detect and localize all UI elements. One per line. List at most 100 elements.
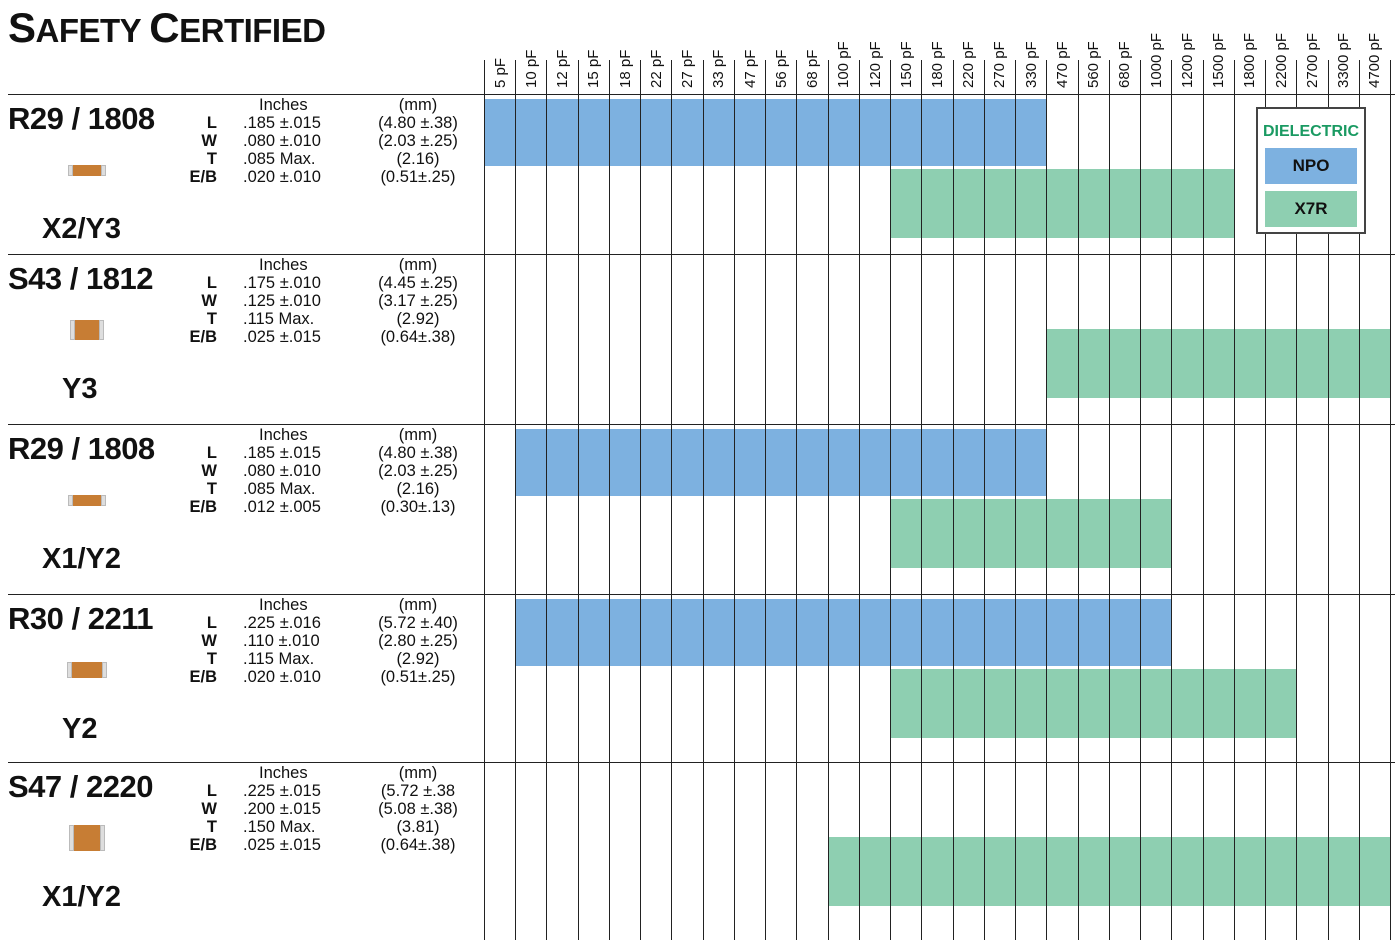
x7r-range-bar [890,669,1296,738]
mm-header: (mm) [398,96,438,114]
capacitance-header: 680 pF [1115,41,1135,108]
dimension-label: E/B [189,328,217,346]
dimension-inches: .115 Max. [243,310,315,328]
x7r-range-bar [890,169,1234,238]
npo-range-bar [515,429,1046,496]
dimension-table: Inches (mm) L .225 ±.016 (5.72 ±.40) W .110 ±.… [185,597,480,697]
dimension-inches: .200 ±.015 [243,800,321,818]
grid-column-line [703,60,704,940]
legend-title: DIELECTRIC [1263,123,1359,140]
dimension-inches: .225 ±.016 [243,614,321,632]
capacitance-header-label: 4700 pF [1366,32,1384,88]
dimension-mm: (0.64±.38) [380,836,456,854]
capacitance-header-label: 1500 pF [1210,32,1228,88]
dimension-label: T [206,150,217,168]
grid-column-line [640,60,641,940]
title-rest-2: ERTIFIED [179,12,326,49]
dimension-inches: .150 Max. [243,818,316,836]
row-divider [8,424,1395,425]
dimension-inches: .025 ±.015 [243,836,321,854]
safety-rating: Y3 [62,373,98,405]
dimension-inches: .175 ±.010 [243,274,321,292]
dimension-mm: (4.80 ±.38) [378,114,458,132]
dimension-label: W [201,462,217,480]
inches-header: Inches [259,764,308,782]
dimension-table: Inches (mm) L .225 ±.015 (5.72 ±.38 W .200 ±.0… [185,765,480,865]
chip-icon [69,825,105,851]
capacitance-header-label: 27 pF [679,49,697,88]
dielectric-legend: DIELECTRIC NPO X7R [1256,107,1366,234]
capacitance-header: 1200 pF [1178,33,1198,108]
legend-x7r: X7R [1265,191,1357,227]
chip-icon [68,494,106,506]
dimension-mm: (3.17 ±.25) [378,292,458,310]
capacitance-header-label: 680 pF [1116,41,1134,88]
title-initial-1: S [8,4,36,51]
chip-icon [70,320,104,340]
dimension-label: L [206,782,217,800]
dimension-mm: (5.72 ±.38 [380,782,456,800]
row-divider [8,254,1395,255]
capacitance-header-label: 10 pF [522,49,540,88]
grid-column-line [796,60,797,940]
mm-header: (mm) [398,256,438,274]
dimension-label: E/B [189,668,217,686]
dimension-mm: (0.64±.38) [380,328,456,346]
inches-header: Inches [259,426,308,444]
dimension-label: L [206,444,217,462]
safety-rating: X1/Y2 [42,881,121,913]
grid-column-line [1234,60,1235,940]
grid-column-line [609,60,610,940]
dimension-inches: .080 ±.010 [243,462,321,480]
dimension-inches: .020 ±.010 [243,668,321,686]
row-divider [8,762,1395,763]
dimension-mm: (0.51±.25) [380,668,456,686]
dimension-mm: (2.92) [396,310,440,328]
capacitance-column-headers: 5 pF 10 pF 12 pF 15 pF 18 pF 22 pF 27 pF 33 pF 4… [0,0,1395,95]
dimension-inches: .025 ±.015 [243,328,321,346]
dimension-inches: .012 ±.005 [243,498,321,516]
dimension-label: W [201,632,217,650]
dimension-inches: .020 ±.010 [243,168,321,186]
inches-header: Inches [259,256,308,274]
capacitance-header: 470 pF [1053,41,1073,108]
grid-column-line [828,60,829,940]
dimension-inches: .185 ±.015 [243,444,321,462]
dimension-table: Inches (mm) L .185 ±.015 (4.80 ±.38) W .080 ±.… [185,427,480,527]
capacitance-header-label: 56 pF [772,49,790,88]
dimension-mm: (4.80 ±.38) [378,444,458,462]
grid-column-line [1390,60,1391,940]
dimension-mm: (2.92) [396,650,440,668]
dimension-label: W [201,800,217,818]
capacitance-header-label: 1800 pF [1241,32,1259,88]
capacitance-header-label: 270 pF [991,41,1009,88]
dimension-mm: (0.30±.13) [380,498,456,516]
part-number: R29 / 1808 [8,431,155,466]
x7r-range-bar [1046,329,1390,398]
safety-rating: Y2 [62,713,98,745]
capacitance-header: 1500 pF [1209,33,1229,108]
dimension-table: Inches (mm) L .185 ±.015 (4.80 ±.38) W .080 ±.… [185,97,480,197]
capacitance-header-label: 2200 pF [1272,32,1290,88]
capacitance-header-label: 220 pF [960,41,978,88]
capacitance-header-label: 1200 pF [1178,32,1196,88]
dimension-label: L [206,274,217,292]
chip-icon [68,164,106,176]
mm-header: (mm) [398,596,438,614]
grid-column-line [484,60,485,940]
dimension-mm: (4.45 ±.25) [378,274,458,292]
grid-column-line [546,60,547,940]
capacitance-header-label: 180 pF [929,41,946,88]
dimension-inches: .080 ±.010 [243,132,321,150]
dimension-label: T [206,310,217,328]
part-number: S43 / 1812 [8,261,153,296]
dimension-mm: (2.03 ±.25) [378,462,458,480]
capacitance-header-label: 2700 pF [1303,32,1321,88]
capacitance-header: 4700 pF [1365,33,1385,108]
dimension-label: L [206,614,217,632]
capacitance-header-label: 330 pF [1022,41,1040,88]
part-number: S47 / 2220 [8,769,153,804]
grid-column-line [765,60,766,940]
capacitance-header: 2700 pF [1303,33,1323,108]
capacitance-header: 1800 pF [1240,33,1260,108]
